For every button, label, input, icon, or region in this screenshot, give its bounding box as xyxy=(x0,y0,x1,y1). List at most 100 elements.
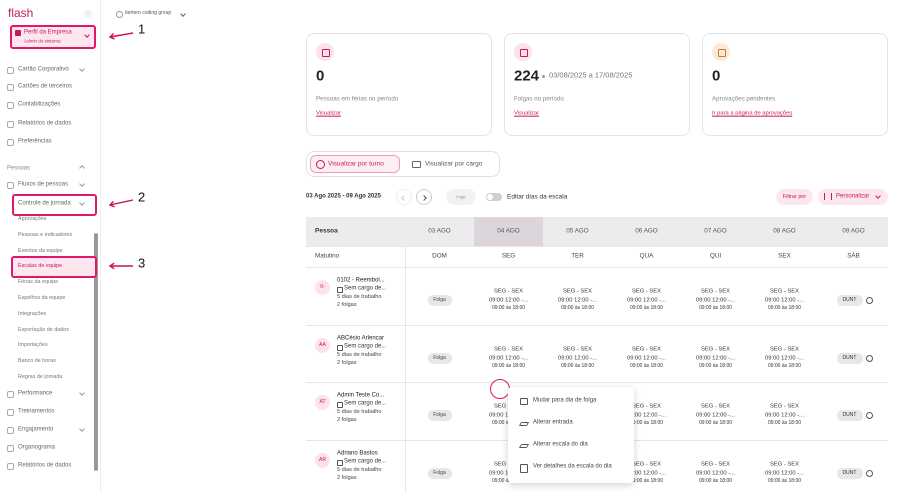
shift-cell-line[interactable]: SEG - SEX xyxy=(701,346,730,353)
shift-cell-line[interactable]: SEG - SEX xyxy=(770,288,799,295)
shift-cell-line[interactable]: 09:00 12:00 -... xyxy=(627,297,666,304)
prev-button[interactable] xyxy=(396,189,412,205)
menu-item[interactable]: Treinamentos xyxy=(18,408,55,415)
menu-item[interactable]: Performance xyxy=(18,390,53,397)
submenu-item[interactable]: Importações xyxy=(18,342,48,349)
shift-cell-line[interactable]: SEG - SEX xyxy=(770,346,799,353)
menu-item[interactable]: Cartão Corporativo xyxy=(18,66,69,73)
menu-item[interactable]: Relatórios de dados xyxy=(18,120,72,127)
submenu-item[interactable]: Escalas de equipe xyxy=(18,263,63,270)
shift-cell-line[interactable]: SEG - SEX xyxy=(632,346,661,353)
shift-cell-line[interactable]: 09:00 12:00 -... xyxy=(489,297,528,304)
shift-cell-line[interactable]: 09:00 12:00 -... xyxy=(627,412,666,419)
tab[interactable]: Visualizar por turno xyxy=(328,160,384,168)
submenu-item[interactable]: Espelhos da equipe xyxy=(18,294,66,301)
tab-active[interactable] xyxy=(310,155,400,173)
context-menu-item[interactable]: Mudar para dia de folga xyxy=(533,397,597,404)
context-menu-item[interactable]: Alterar escala do dia xyxy=(533,441,588,448)
shift-cell-line[interactable]: 09:00 às 18:00 xyxy=(767,420,802,427)
shift-cell-line[interactable]: 09:00 12:00 -... xyxy=(627,470,666,477)
today-button[interactable] xyxy=(446,189,476,205)
shift-cell-line[interactable]: 09:00 às 18:00 xyxy=(629,420,664,427)
shift-cell-line[interactable]: 09:00 às 18:00 xyxy=(767,305,802,312)
shift-cell-line[interactable]: 09:00 12:00 -... xyxy=(558,355,597,362)
shift-cell-line[interactable]: 09:00 12:00 -... xyxy=(696,412,735,419)
shift-cell-line[interactable]: 09:00 às 18:00 xyxy=(767,478,802,485)
shift-cell-line[interactable]: SEG - SEX xyxy=(632,403,661,410)
shift-cell-line[interactable]: 09:00 às 18:00 xyxy=(698,478,733,485)
shift-cell-line[interactable]: 09:00 12:00 -... xyxy=(696,355,735,362)
shift-cell-line[interactable]: SEG - SEX xyxy=(494,288,523,295)
submenu-item[interactable]: Regras de jornada xyxy=(18,373,63,380)
filter-label[interactable]: Filtrar por xyxy=(782,193,807,200)
shift-cell-line[interactable]: 09:00 12:00 -... xyxy=(765,470,804,477)
shift-cell-line[interactable]: 09:00 às 18:00 xyxy=(491,305,526,312)
schedule-pill[interactable] xyxy=(836,295,863,306)
next-button[interactable] xyxy=(416,189,432,205)
shift-cell-line[interactable]: 09:00 12:00 -... xyxy=(696,470,735,477)
shift-cell-line[interactable]: 09:00 às 18:00 xyxy=(629,305,664,312)
shift-cell-line[interactable]: SEG - SEX xyxy=(770,461,799,468)
shift-cell-line[interactable]: SEG - SEX xyxy=(632,288,661,295)
menu-item[interactable]: Contabilizações xyxy=(18,101,61,108)
shift-cell-line[interactable]: SEG - SEX xyxy=(701,461,730,468)
org-selector[interactable]: bertero coding group xyxy=(125,10,172,17)
menu-item[interactable]: Controle de jornada xyxy=(18,200,71,207)
menu-item[interactable]: Engajamento xyxy=(18,426,54,433)
context-menu-item[interactable]: Ver detalhes da escala do dia xyxy=(533,463,612,470)
day-off-pill[interactable] xyxy=(427,410,452,421)
schedule-pill[interactable] xyxy=(836,410,863,421)
submenu-item[interactable]: Integrações xyxy=(18,310,47,317)
tab[interactable]: Visualizar por cargo xyxy=(425,160,483,168)
schedule-pill[interactable] xyxy=(836,353,863,364)
menu-item[interactable]: Preferências xyxy=(18,138,52,145)
shift-cell-line[interactable]: SEG - SEX xyxy=(701,288,730,295)
shift-cell-line[interactable]: SEG - SEX xyxy=(563,288,592,295)
shift-cell-line[interactable]: 09:00 12:00 -... xyxy=(765,412,804,419)
shift-cell-line[interactable]: 09:00 às 18:00 xyxy=(629,478,664,485)
shift-cell-line[interactable]: 09:00 12:00 -... xyxy=(696,297,735,304)
shift-cell-line[interactable]: 09:00 12:00 -... xyxy=(558,297,597,304)
submenu-item[interactable]: Eventos da equipe xyxy=(18,247,63,254)
shift-cell-line[interactable]: 09:00 às 18:00 xyxy=(491,363,526,370)
day-off-pill[interactable] xyxy=(427,353,452,364)
shift-cell-line[interactable]: 09:00 às 18:00 xyxy=(560,305,595,312)
menu-item[interactable]: Fluxos de pessoas xyxy=(18,181,69,188)
shift-cell-line[interactable]: SEG - SEX xyxy=(701,403,730,410)
card-link[interactable]: Visualizar xyxy=(316,110,342,117)
schedule-pill[interactable] xyxy=(836,468,863,479)
day-off-pill[interactable] xyxy=(427,468,452,479)
today-label[interactable]: Hoje xyxy=(456,194,466,200)
shift-cell-line[interactable]: 09:00 às 18:00 xyxy=(698,363,733,370)
context-menu-item[interactable]: Alterar entrada xyxy=(533,419,573,426)
profile-button[interactable] xyxy=(10,25,96,49)
toggle[interactable] xyxy=(486,193,502,201)
customize-button[interactable] xyxy=(818,189,888,205)
shift-cell-line[interactable]: SEG - SEX xyxy=(770,403,799,410)
shift-cell-line[interactable]: 09:00 às 18:00 xyxy=(560,363,595,370)
shift-cell-line[interactable]: 09:00 às 18:00 xyxy=(698,305,733,312)
submenu-item[interactable]: Banco de horas xyxy=(18,358,56,365)
filter-button[interactable] xyxy=(776,189,813,205)
day-off-pill[interactable] xyxy=(427,295,452,306)
card-link[interactable]: Visualizar xyxy=(514,110,540,117)
shift-cell-line[interactable]: 09:00 às 18:00 xyxy=(629,363,664,370)
customize-label[interactable]: Personalizar xyxy=(836,193,870,200)
menu-item[interactable]: Cartões de terceiros xyxy=(18,83,73,90)
submenu-item[interactable]: Aprovações xyxy=(18,215,47,222)
shift-cell-line[interactable]: 09:00 12:00 -... xyxy=(489,355,528,362)
shift-cell-line[interactable]: SEG - SEX xyxy=(563,346,592,353)
menu-item[interactable]: Organograma xyxy=(18,444,56,451)
shift-cell-line[interactable]: 09:00 12:00 -... xyxy=(627,355,666,362)
submenu-item[interactable]: Pessoas e indicadores xyxy=(18,231,73,238)
shift-cell-line[interactable]: 09:00 às 18:00 xyxy=(767,363,802,370)
card-link[interactable]: Ir para a página de aprovações xyxy=(712,110,793,117)
shift-cell-line[interactable]: 09:00 12:00 -... xyxy=(765,297,804,304)
menu-item[interactable]: Relatórios de dados xyxy=(18,462,72,469)
shift-cell-line[interactable]: 09:00 às 18:00 xyxy=(698,420,733,427)
submenu-item[interactable]: Exportação de dados xyxy=(18,326,69,333)
submenu-item[interactable]: Férias da equipe xyxy=(18,279,59,286)
shift-cell-line[interactable]: 09:00 12:00 -... xyxy=(765,355,804,362)
shift-cell-line[interactable]: SEG - SEX xyxy=(632,461,661,468)
shift-cell-line[interactable]: SEG - SEX xyxy=(494,346,523,353)
